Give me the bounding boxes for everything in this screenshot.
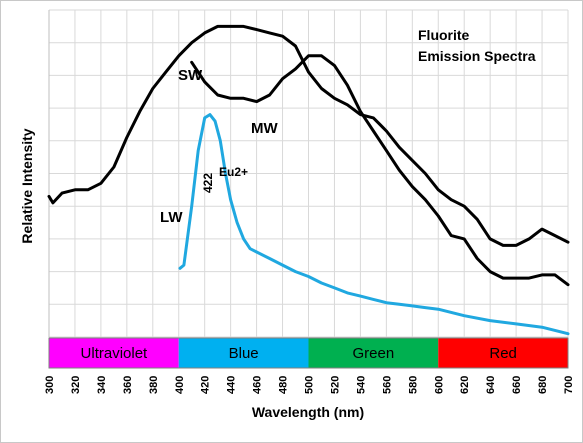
x-tick-label-460: 460 (252, 376, 264, 394)
annotation-eu2: Eu2+ (219, 165, 248, 179)
x-tick-label-500: 500 (304, 376, 316, 394)
band-label-red: Red (489, 345, 517, 362)
x-tick-label-380: 380 (148, 376, 160, 394)
x-tick-label-560: 560 (381, 376, 393, 394)
band-green (308, 338, 439, 368)
x-tick-label-580: 580 (407, 376, 419, 394)
series-line-mw (190, 54, 570, 287)
band-label-green: Green (353, 345, 395, 362)
x-tick-label-540: 540 (355, 376, 367, 394)
x-tick-label-620: 620 (459, 376, 471, 394)
band-blue (178, 338, 309, 368)
x-tick-label-480: 480 (278, 376, 290, 394)
x-tick-labels: 300 320 340 360 380 400 420 440 460 480 500 520 540 5… (44, 376, 575, 394)
band-ultraviolet (49, 338, 179, 368)
x-tick-label-400: 400 (174, 376, 186, 394)
band-red (438, 338, 568, 368)
x-tick-label-300: 300 (44, 376, 56, 394)
x-tick-label-680: 680 (537, 376, 549, 394)
series-line-sw (47, 24, 570, 247)
series-line-lw (178, 113, 570, 336)
series-label-sw: SW (178, 67, 203, 84)
band-label-blue: Blue (229, 345, 259, 362)
band-border (48, 337, 569, 369)
x-tick-label-360: 360 (122, 376, 134, 394)
series-lines (47, 24, 570, 336)
band-label-ultraviolet: Ultraviolet (81, 345, 149, 362)
x-tick-label-440: 440 (226, 376, 238, 394)
x-tick-label-420: 420 (200, 376, 212, 394)
x-tick-label-640: 640 (485, 376, 497, 394)
x-tick-label-520: 520 (329, 376, 341, 394)
series-label-lw: LW (160, 209, 183, 226)
annotation-422: 422 (201, 173, 215, 193)
x-tick-label-700: 700 (563, 376, 575, 394)
chart-title-line-2: Emission Spectra (418, 48, 536, 64)
x-axis-label: Wavelength (nm) (252, 404, 364, 420)
x-tick-label-340: 340 (96, 376, 108, 394)
series-label-mw: MW (251, 120, 278, 137)
x-tick-label-600: 600 (433, 376, 445, 394)
chart-title-line-1: Fluorite (418, 27, 470, 43)
x-tick-label-320: 320 (70, 376, 82, 394)
x-tick-label-660: 660 (511, 376, 523, 394)
color-bands: Ultraviolet Blue Green Red (48, 337, 569, 369)
y-axis-label: Relative Intensity (19, 128, 35, 243)
